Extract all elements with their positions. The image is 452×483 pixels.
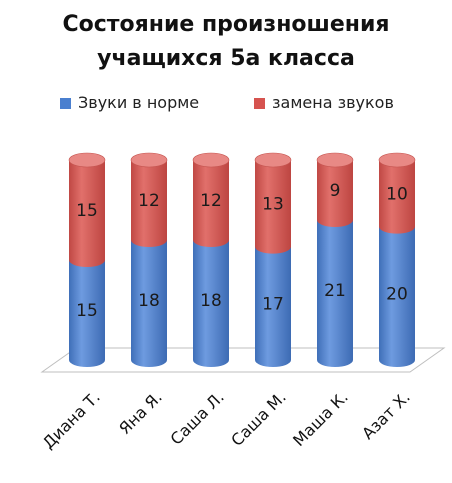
- bar-segment-normal: [131, 240, 167, 367]
- bar-segment-replacement: [193, 160, 229, 247]
- bar-segment-normal: [379, 226, 415, 367]
- category-label: Маша К.: [289, 387, 352, 450]
- legend-label-normal: Звуки в норме: [78, 93, 200, 112]
- legend-label-replacement: замена звуков: [272, 93, 394, 112]
- category-label: Диана Т.: [39, 387, 104, 452]
- bar-segment-normal: [317, 220, 353, 367]
- value-label-normal: 15: [76, 301, 98, 321]
- chart-title-line-1: Состояние произношения: [62, 12, 390, 37]
- bar-stack: 21 9: [316, 152, 354, 367]
- value-label-replacement: 12: [200, 191, 222, 211]
- bar-segment-replacement: [255, 160, 291, 254]
- bar-top-cap: [192, 152, 230, 168]
- chart-title-line-2: учащихся 5а класса: [97, 46, 355, 71]
- legend: Звуки в норме замена звуков: [0, 93, 452, 117]
- category-label: Азат Х.: [358, 387, 414, 443]
- bar-top-cap: [130, 152, 168, 168]
- category-label: Саша М.: [227, 387, 290, 450]
- value-label-replacement: 9: [330, 181, 341, 201]
- bar-segment-replacement: [317, 160, 353, 227]
- legend-swatch-replacement: [254, 98, 265, 109]
- bar-segment-normal: [255, 246, 291, 367]
- value-label-normal: 18: [200, 291, 222, 311]
- bar-segment-replacement: [379, 160, 415, 234]
- bar-top-cap: [68, 152, 106, 168]
- value-label-normal: 17: [262, 294, 284, 314]
- bar-segment-replacement: [69, 160, 105, 267]
- bar-segment-normal: [69, 260, 105, 367]
- value-label-normal: 21: [324, 281, 346, 301]
- value-label-normal: 18: [138, 291, 160, 311]
- legend-swatch-normal: [60, 98, 71, 109]
- value-label-replacement: 12: [138, 191, 160, 211]
- bar-top-cap: [254, 152, 292, 168]
- category-label: Саша Л.: [167, 387, 228, 448]
- value-label-normal: 20: [386, 284, 408, 304]
- chart-title: Состояние произношения учащихся 5а класс…: [0, 8, 452, 76]
- category-labels: Диана Т. Яна Я. Саша Л. Саша М. Маша К. Азат …: [39, 387, 414, 452]
- value-label-replacement: 10: [386, 184, 408, 204]
- category-label: Яна Я.: [115, 387, 166, 438]
- bar-segment-normal: [193, 240, 229, 367]
- value-label-replacement: 13: [262, 194, 284, 214]
- value-label-replacement: 15: [76, 201, 98, 221]
- bar-top-cap: [316, 152, 354, 168]
- bar-top-cap: [378, 152, 416, 168]
- bar-segment-replacement: [131, 160, 167, 247]
